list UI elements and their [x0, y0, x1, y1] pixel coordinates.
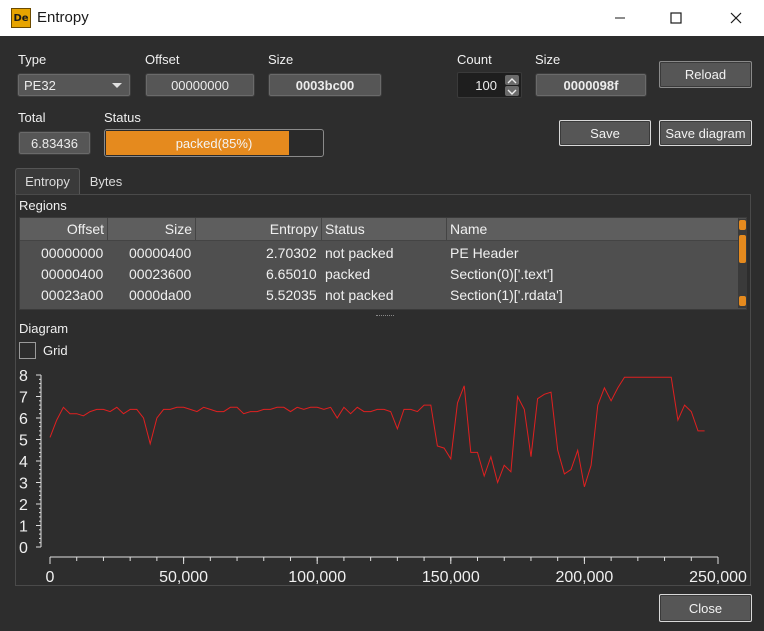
maximize-icon [670, 12, 682, 24]
table-scrollbar[interactable] [738, 219, 747, 308]
chevron-down-icon [507, 89, 517, 95]
cell-status: not packed [325, 287, 394, 303]
window-title: Entropy [37, 9, 89, 26]
scroll-up-button[interactable] [739, 220, 746, 230]
reload-button[interactable]: Reload [659, 61, 752, 88]
tab-bytes-label: Bytes [89, 173, 123, 189]
app-logo-icon: De [11, 8, 31, 28]
x-tick-label: 150,000 [422, 569, 480, 585]
total-value: 6.83436 [31, 135, 78, 151]
maximize-button[interactable] [648, 0, 704, 36]
reload-button-label: Reload [684, 67, 727, 82]
cell-entropy: 6.65010 [266, 266, 317, 282]
status-progress-bar: packed(85%) [104, 129, 324, 157]
cell-name: Section(1)['.rdata'] [450, 287, 563, 303]
y-tick-label: 0 [19, 540, 28, 557]
cell-size: 00000400 [129, 245, 192, 261]
column-header-name[interactable]: Name [447, 218, 739, 241]
cell-size: 0000da00 [129, 287, 192, 303]
title-bar: De Entropy [0, 0, 764, 36]
save-button-label: Save [590, 125, 620, 141]
close-icon [730, 12, 742, 24]
column-header-offset[interactable]: Offset [20, 218, 108, 241]
app-logo-text: De [13, 12, 29, 24]
cell-offset: 00000000 [41, 245, 104, 261]
cell-size: 00023600 [129, 266, 192, 282]
diagram-label: Diagram [19, 321, 69, 336]
offset-value: 00000000 [171, 77, 229, 93]
chevron-up-icon [507, 78, 517, 84]
y-tick-label: 6 [19, 411, 28, 428]
offset-field[interactable]: 00000000 [145, 73, 255, 97]
total-field[interactable]: 6.83436 [18, 131, 91, 155]
minimize-icon [615, 17, 625, 19]
x-tick-label: 50,000 [159, 569, 208, 585]
cell-name: PE Header [450, 245, 519, 261]
column-header-entropy[interactable]: Entropy [196, 218, 322, 241]
size-field[interactable]: 0003bc00 [268, 73, 382, 97]
count-value: 100 [475, 78, 497, 93]
column-header-size[interactable]: Size [108, 218, 196, 241]
close-button-label: Close [688, 600, 723, 616]
y-tick-label: 4 [19, 454, 28, 471]
tab-bytes[interactable]: Bytes [82, 168, 130, 194]
status-progress-text: packed(85%) [175, 136, 253, 151]
x-tick-label: 200,000 [555, 569, 613, 585]
close-window-button[interactable] [708, 0, 764, 36]
spin-up-button[interactable] [505, 75, 519, 85]
scroll-thumb[interactable] [739, 235, 746, 263]
grid-checkbox-label: Grid [43, 343, 68, 358]
regions-label: Regions [19, 198, 67, 213]
regions-table: Offset Size Entropy Status Name 00000000… [19, 217, 747, 310]
type-select[interactable]: PE32 [17, 73, 131, 97]
size-value: 0003bc00 [295, 77, 355, 93]
tab-entropy-label: Entropy [25, 174, 70, 189]
y-tick-label: 3 [19, 476, 28, 493]
size2-value: 0000098f [563, 77, 619, 93]
entropy-diagram: 0 1 2 3 4 5 6 7 8 0 50,000 100,000 150,000 200,000 250… [19, 368, 747, 585]
size-label: Size [268, 52, 294, 67]
scroll-down-button[interactable] [739, 296, 746, 306]
cell-entropy: 5.52035 [266, 287, 317, 303]
type-label: Type [18, 52, 47, 67]
y-tick-label: 8 [19, 368, 28, 385]
cell-status: packed [325, 266, 371, 282]
close-button[interactable]: Close [659, 594, 752, 622]
save-diagram-button[interactable]: Save diagram [659, 120, 752, 146]
y-tick-label: 7 [19, 390, 28, 407]
minimize-button[interactable] [592, 0, 648, 36]
status-label: Status [104, 110, 141, 125]
size2-label: Size [535, 52, 561, 67]
tab-entropy[interactable]: Entropy [15, 168, 80, 194]
x-tick-label: 250,000 [689, 569, 747, 585]
entropy-series-line [49, 376, 705, 487]
cell-name: Section(0)['.text'] [450, 266, 554, 282]
save-button[interactable]: Save [559, 120, 651, 146]
type-select-value: PE32 [24, 78, 56, 93]
count-label: Count [457, 52, 492, 67]
y-tick-label: 5 [19, 433, 28, 450]
cell-offset: 00023a00 [41, 287, 104, 303]
y-tick-label: 1 [19, 519, 28, 536]
chevron-down-icon [112, 83, 122, 88]
x-tick-label: 0 [46, 569, 55, 585]
cell-entropy: 2.70302 [266, 245, 317, 261]
cell-offset: 00000400 [41, 266, 104, 282]
cell-status: not packed [325, 245, 394, 261]
y-tick-label: 2 [19, 497, 28, 514]
spin-down-button[interactable] [505, 86, 519, 96]
splitter-handle[interactable] [376, 315, 394, 317]
total-label: Total [18, 110, 46, 125]
save-diagram-button-label: Save diagram [665, 125, 746, 141]
offset-label: Offset [145, 52, 180, 67]
column-header-status[interactable]: Status [322, 218, 447, 241]
status-progress-fill [106, 131, 290, 155]
grid-checkbox[interactable] [19, 342, 36, 359]
size2-field[interactable]: 0000098f [535, 73, 647, 97]
x-tick-label: 100,000 [288, 569, 346, 585]
count-spinbox[interactable]: 100 [457, 72, 522, 98]
